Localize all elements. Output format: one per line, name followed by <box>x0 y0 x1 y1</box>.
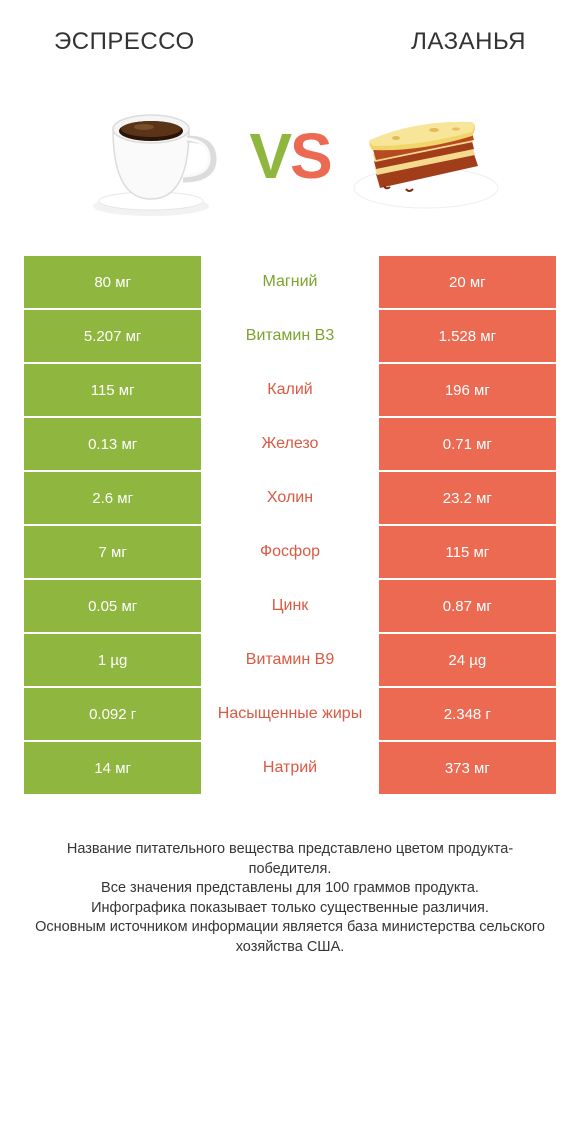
value-left: 1 µg <box>24 634 201 686</box>
espresso-cup-icon <box>79 91 229 221</box>
value-right: 20 мг <box>379 256 556 308</box>
nutrient-table: 80 мгМагний20 мг5.207 мгВитамин B31.528 … <box>24 256 556 796</box>
table-row: 0.13 мгЖелезо0.71 мг <box>24 418 556 472</box>
table-row: 115 мгКалий196 мг <box>24 364 556 418</box>
value-right: 115 мг <box>379 526 556 578</box>
table-row: 5.207 мгВитамин B31.528 мг <box>24 310 556 364</box>
vs-s: S <box>290 124 331 188</box>
nutrient-name: Натрий <box>201 742 378 794</box>
nutrient-name: Калий <box>201 364 378 416</box>
footer-line: Название питательного вещества представл… <box>30 840 550 879</box>
value-left: 7 мг <box>24 526 201 578</box>
table-row: 0.05 мгЦинк0.87 мг <box>24 580 556 634</box>
vs-label: V S <box>249 124 330 188</box>
value-right: 196 мг <box>379 364 556 416</box>
nutrient-name: Магний <box>201 256 378 308</box>
value-right: 373 мг <box>379 742 556 794</box>
table-row: 0.092 гНасыщенные жиры2.348 г <box>24 688 556 742</box>
value-right: 23.2 мг <box>379 472 556 524</box>
table-row: 1 µgВитамин B924 µg <box>24 634 556 688</box>
value-right: 0.87 мг <box>379 580 556 632</box>
value-right: 24 µg <box>379 634 556 686</box>
nutrient-name: Железо <box>201 418 378 470</box>
value-left: 115 мг <box>24 364 201 416</box>
espresso-image <box>69 86 239 226</box>
vs-row: V S <box>24 86 556 226</box>
nutrient-name: Фосфор <box>201 526 378 578</box>
value-right: 1.528 мг <box>379 310 556 362</box>
table-row: 14 мгНатрий373 мг <box>24 742 556 796</box>
product-left-title: ЭСПРЕССО <box>54 28 195 56</box>
footer-line: Основным источником информации является … <box>30 918 550 957</box>
value-left: 80 мг <box>24 256 201 308</box>
footer: Название питательного вещества представл… <box>24 840 556 957</box>
value-left: 14 мг <box>24 742 201 794</box>
header: ЭСПРЕССО ЛАЗАНЬЯ <box>24 20 556 56</box>
lasagna-image <box>341 86 511 226</box>
table-row: 7 мгФосфор115 мг <box>24 526 556 580</box>
nutrient-name: Витамин B9 <box>201 634 378 686</box>
infographic-page: ЭСПРЕССО ЛАЗАНЬЯ V S <box>0 0 580 977</box>
lasagna-icon <box>346 96 506 216</box>
table-row: 80 мгМагний20 мг <box>24 256 556 310</box>
nutrient-name: Насыщенные жиры <box>201 688 378 740</box>
value-left: 0.05 мг <box>24 580 201 632</box>
value-left: 5.207 мг <box>24 310 201 362</box>
nutrient-name: Витамин B3 <box>201 310 378 362</box>
value-left: 0.13 мг <box>24 418 201 470</box>
footer-line: Инфографика показывает только существенн… <box>30 899 550 919</box>
vs-v: V <box>249 124 290 188</box>
value-left: 0.092 г <box>24 688 201 740</box>
table-row: 2.6 мгХолин23.2 мг <box>24 472 556 526</box>
product-right-title: ЛАЗАНЬЯ <box>411 28 526 56</box>
nutrient-name: Холин <box>201 472 378 524</box>
value-left: 2.6 мг <box>24 472 201 524</box>
value-right: 2.348 г <box>379 688 556 740</box>
value-right: 0.71 мг <box>379 418 556 470</box>
footer-line: Все значения представлены для 100 граммо… <box>30 879 550 899</box>
nutrient-name: Цинк <box>201 580 378 632</box>
